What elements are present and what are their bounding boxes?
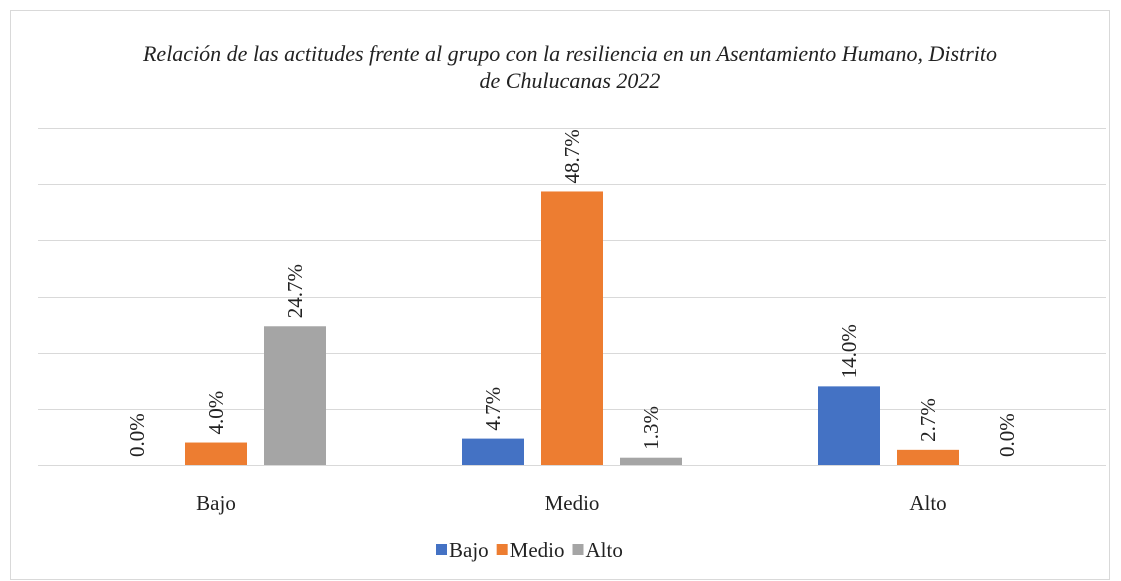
chart-title: Relación de las actitudes frente al grup…: [142, 41, 997, 93]
bar: [462, 438, 524, 465]
x-tick-label: Alto: [909, 491, 946, 515]
data-label: 4.0%: [204, 391, 228, 435]
legend-swatch: [572, 544, 584, 555]
bar: [818, 386, 880, 465]
legend-label: Alto: [586, 538, 623, 562]
legend-label: Bajo: [449, 538, 489, 562]
bar: [897, 449, 959, 465]
x-tick-label: Bajo: [196, 491, 236, 515]
bar: [264, 326, 326, 465]
legend-swatch: [436, 544, 447, 555]
data-label: 48.7%: [560, 129, 584, 183]
bar: [541, 191, 603, 466]
legend-swatch: [496, 544, 508, 555]
data-label: 24.7%: [283, 264, 307, 318]
data-label: 2.7%: [916, 398, 940, 442]
data-label: 4.7%: [481, 387, 505, 431]
data-label: 14.0%: [837, 324, 861, 378]
legend-label: Medio: [510, 538, 565, 562]
data-label: 0.0%: [995, 413, 1019, 457]
x-tick-label: Medio: [545, 491, 600, 515]
data-label: 1.3%: [639, 406, 663, 450]
chart-border: [10, 10, 1110, 580]
data-label: 0.0%: [125, 413, 149, 457]
bar: [620, 457, 682, 465]
bar: [185, 442, 247, 465]
